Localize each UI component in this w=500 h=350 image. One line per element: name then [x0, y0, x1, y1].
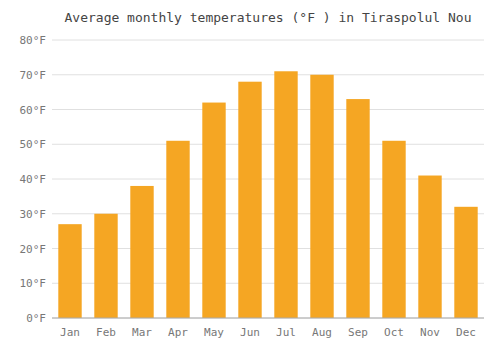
grid-line — [52, 318, 484, 319]
bar — [418, 176, 441, 318]
x-tick-label: Sep — [348, 326, 368, 339]
x-tick-label: Mar — [132, 326, 152, 339]
chart: Average monthly temperatures (°F ) in Ti… — [0, 0, 500, 350]
grid-line — [52, 74, 484, 75]
y-tick-label: 80°F — [20, 34, 47, 47]
grid-line — [52, 109, 484, 110]
y-tick-label: 10°F — [20, 277, 47, 290]
y-tick-label: 40°F — [20, 173, 47, 186]
y-axis: 0°F 10°F 20°F 30°F 40°F 50°F 60°F 70°F 80°F — [20, 34, 485, 325]
x-axis: Jan Feb Mar Apr May Jun Jul Aug Sep Oct Nov Dec — [52, 318, 484, 339]
x-tick-label: Jun — [240, 326, 260, 339]
bar — [166, 141, 189, 318]
chart-container: Average monthly temperatures (°F ) in Ti… — [0, 0, 500, 350]
bar — [346, 99, 369, 318]
x-tick-label: Oct — [384, 326, 404, 339]
bar — [454, 207, 477, 318]
grid-line — [52, 144, 484, 145]
x-axis-line — [52, 318, 484, 319]
bar — [202, 103, 225, 318]
bar — [130, 186, 153, 318]
y-tick-label: 0°F — [26, 312, 46, 325]
x-tick-label: Aug — [312, 326, 332, 339]
title: Average monthly temperatures (°F ) in Ti… — [65, 10, 472, 25]
y-tick-label: 30°F — [20, 208, 47, 221]
y-tick-label: 20°F — [20, 243, 47, 256]
y-tick-label: 60°F — [20, 104, 47, 117]
x-tick-label: Dec — [456, 326, 476, 339]
x-tick-label: Jan — [60, 326, 80, 339]
bars — [58, 71, 477, 318]
bar — [58, 224, 81, 318]
y-tick-label: 50°F — [20, 138, 47, 151]
x-tick-label: Apr — [168, 326, 188, 339]
bar — [238, 82, 261, 318]
x-tick-label: Jul — [276, 326, 296, 339]
x-tick-label: Feb — [96, 326, 116, 339]
x-tick-label: Nov — [420, 326, 440, 339]
bar — [382, 141, 405, 318]
grid-line — [52, 40, 484, 41]
x-tick-label: May — [204, 326, 224, 339]
bar — [274, 71, 297, 318]
bar — [310, 75, 333, 318]
bar — [94, 214, 117, 318]
y-tick-label: 70°F — [20, 69, 47, 82]
